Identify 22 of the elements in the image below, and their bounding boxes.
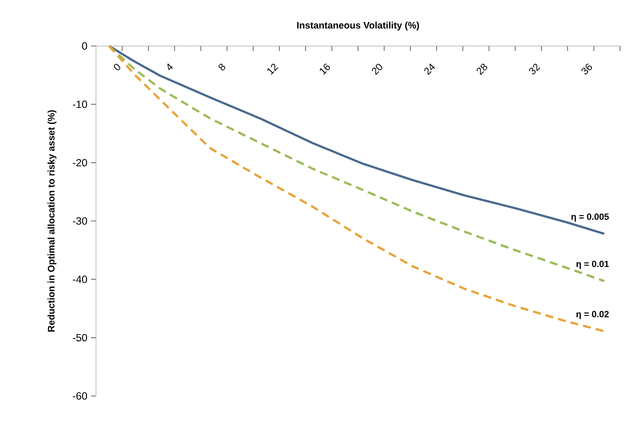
series-label: η = 0.02 [576, 310, 609, 320]
x-tick-label: 16 [320, 64, 330, 75]
x-tick-label: 32 [529, 64, 540, 74]
x-tick-label: 0 [114, 64, 120, 70]
y-tick-label: -40 [72, 276, 88, 284]
y-tick-label: -10 [72, 100, 88, 108]
y-tick-label: -20 [72, 158, 88, 166]
x-tick-label: 8 [218, 64, 226, 70]
x-axis-title: Instantaneous Volatility (%) [297, 22, 419, 30]
x-tick-label: 28 [476, 64, 488, 75]
x-tick-label: 12 [267, 64, 278, 75]
x-tick-label: 24 [424, 64, 435, 75]
y-tick-label: -30 [72, 217, 88, 225]
y-tick-label: 0 [82, 42, 88, 50]
series-label: η = 0.005 [571, 214, 609, 222]
x-tick-label: 36 [581, 64, 592, 74]
y-tick-label: -50 [72, 334, 88, 342]
series-label: η = 0.01 [576, 260, 609, 269]
x-tick-label: 20 [372, 64, 382, 75]
y-axis-title: Reduction in Optimal allocation to risky asset (%) [48, 110, 56, 332]
x-tick-label: 4 [167, 63, 173, 70]
y-tick-label: -60 [72, 392, 88, 400]
